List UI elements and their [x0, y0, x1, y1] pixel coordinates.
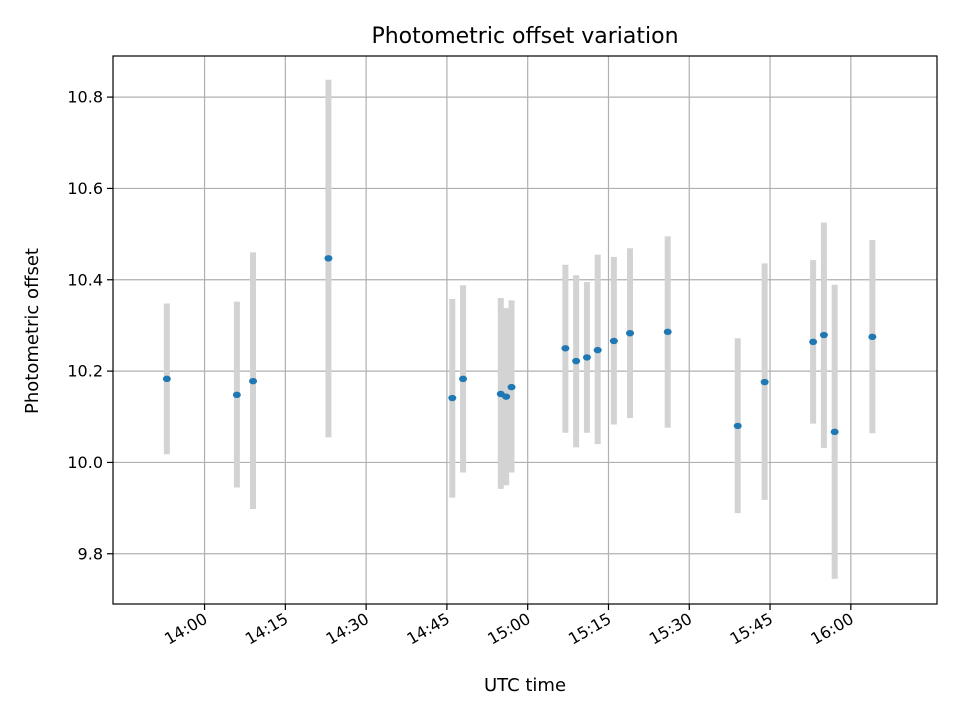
data-point-16 [733, 422, 742, 430]
x-tick-label: 14:45 [403, 609, 452, 649]
x-axis-ticks: 14:00 14:15 14:30 14:45 15:00 15:15 15:30 15:45… [161, 604, 857, 649]
data-point-8 [507, 383, 516, 391]
data-point-5 [459, 375, 468, 383]
data-point-18 [809, 338, 818, 346]
x-tick-label: 14:30 [323, 609, 372, 649]
y-tick-label: 10.0 [67, 453, 103, 472]
data-point-21 [868, 333, 877, 341]
data-point-19 [819, 331, 828, 339]
y-tick-label: 10.4 [67, 270, 103, 289]
x-tick-label: 15:15 [565, 609, 614, 649]
data-point-15 [663, 328, 672, 336]
data-point-14 [626, 329, 635, 337]
data-point-10 [572, 357, 581, 365]
x-tick-label: 16:00 [807, 609, 856, 649]
data-point-2 [249, 377, 258, 385]
x-tick-label: 15:00 [484, 609, 533, 649]
data-point-11 [582, 354, 591, 361]
plot-frame [112, 55, 938, 605]
data-point-17 [760, 378, 769, 386]
data-point-7 [502, 393, 511, 400]
data-point-4 [448, 394, 457, 402]
y-tick-label: 10.2 [67, 362, 103, 381]
data-point-0 [162, 375, 171, 383]
data-point-12 [593, 346, 602, 354]
y-axis-label: Photometric offset [22, 248, 43, 414]
y-tick-label: 9.8 [78, 544, 103, 563]
data-point-3 [324, 255, 333, 262]
data-point-13 [609, 337, 618, 345]
x-axis-label: UTC time [484, 675, 566, 696]
chart-title: Photometric offset variation [371, 24, 678, 49]
x-tick-label: 14:15 [242, 609, 291, 649]
x-tick-label: 14:00 [161, 609, 210, 649]
data-point-20 [830, 428, 839, 436]
x-tick-label: 15:45 [727, 609, 776, 649]
y-tick-label: 10.6 [67, 179, 103, 198]
x-tick-label: 15:30 [646, 609, 695, 649]
errorbar-layer [163, 79, 876, 579]
y-tick-label: 10.8 [67, 88, 103, 107]
data-point-9 [561, 345, 570, 352]
y-axis-ticks: 9.8 10.0 10.2 10.4 10.6 10.8 [67, 88, 113, 563]
point-layer [162, 255, 877, 436]
data-point-1 [232, 391, 241, 399]
